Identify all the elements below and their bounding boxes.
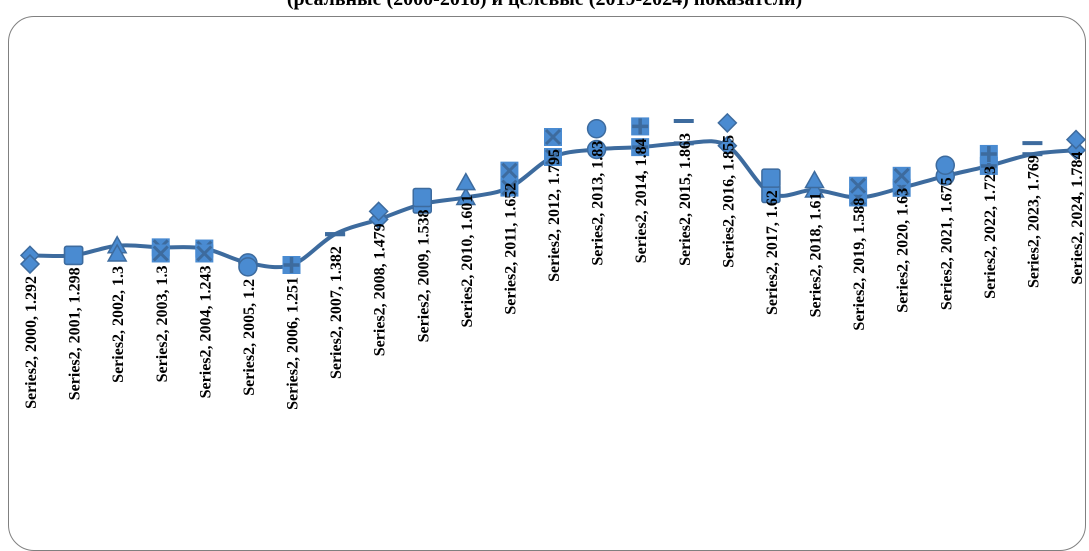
series-2-point-2022 <box>979 144 998 163</box>
data-label-2001: Series2, 2001, 1.298 <box>67 267 84 400</box>
series-2-point-2020 <box>892 166 911 185</box>
series-1-point-2013 <box>586 139 607 160</box>
series-2-point-2021 <box>935 155 955 175</box>
series-2-point-2005 <box>238 257 258 277</box>
data-label-2000: Series2, 2000, 1.292 <box>23 276 40 409</box>
series-1-point-2010 <box>455 186 477 206</box>
series-2-point-2017 <box>761 168 781 188</box>
data-label-2023: Series2, 2023, 1.769 <box>1025 155 1042 288</box>
series-1-point-2011 <box>500 178 519 197</box>
data-label-2016: Series2, 2016, 1.855 <box>720 135 737 268</box>
series-2-point-2009 <box>412 187 432 208</box>
data-label-2002: Series2, 2002, 1.3 <box>110 266 127 383</box>
series-1-point-2024 <box>1065 140 1087 161</box>
series-2 <box>19 112 1087 277</box>
series-2-point-2012 <box>544 128 562 146</box>
data-label-2005: Series2, 2005, 1.2 <box>241 279 258 396</box>
series-1-point-2018 <box>804 179 825 198</box>
series-2-point-2015 <box>673 119 694 123</box>
series-2-point-2004 <box>195 244 214 263</box>
data-labels: Series2, 2000, 1.292 Series2, 2001, 1.298… <box>23 133 1086 410</box>
data-label-2006: Series2, 2006, 1.251 <box>285 277 302 410</box>
series-2-point-2014 <box>631 117 650 136</box>
chart-title: (реальные (2000-2018) и целевые (2019-20… <box>0 0 1089 11</box>
series-1-point-2023 <box>1022 152 1043 157</box>
series-2-point-2016 <box>717 112 738 133</box>
data-label-2012: Series2, 2012, 1.795 <box>546 149 563 282</box>
line-chart: Series2, 2000, 1.292 Series2, 2001, 1.298… <box>19 112 1087 410</box>
data-label-2011: Series2, 2011, 1.652 <box>502 183 519 315</box>
data-label-2004: Series2, 2004, 1.243 <box>197 265 214 398</box>
data-label-2019: Series2, 2019, 1.588 <box>851 198 868 331</box>
series-2-point-2002 <box>106 243 128 262</box>
series-2-point-2001 <box>63 245 84 266</box>
series-2-point-2003 <box>151 244 170 263</box>
series-2-point-2024 <box>1065 129 1087 150</box>
data-label-2020: Series2, 2020, 1.63 <box>895 188 912 313</box>
series-2-point-2010 <box>455 172 477 191</box>
series-2-point-2013 <box>586 119 607 139</box>
data-label-2022: Series2, 2022, 1.723 <box>982 166 999 299</box>
data-label-2015: Series2, 2015, 1.863 <box>677 133 694 266</box>
data-label-2018: Series2, 2018, 1.61 <box>808 193 825 318</box>
data-label-2024: Series2, 2024, 1.784 <box>1069 152 1086 285</box>
series-2-point-2011 <box>500 161 519 180</box>
series-2-point-2008 <box>368 201 389 222</box>
data-label-2013: Series2, 2013, 1.83 <box>590 141 607 266</box>
series-2-point-2018 <box>804 169 825 189</box>
series-2-point-2000 <box>19 253 41 275</box>
series-2-point-2019 <box>849 176 868 195</box>
series-2-point-2007 <box>325 232 346 237</box>
data-label-2021: Series2, 2021, 1.675 <box>938 177 955 310</box>
data-label-2009: Series2, 2009, 1.538 <box>415 209 432 342</box>
series-2-point-2006 <box>282 256 301 274</box>
data-label-2008: Series2, 2008, 1.479 <box>372 223 389 356</box>
series-1-point-2014 <box>631 138 650 157</box>
data-label-2003: Series2, 2003, 1.3 <box>154 265 171 382</box>
data-label-2007: Series2, 2007, 1.382 <box>328 246 345 379</box>
series-1-point-2015 <box>673 141 694 146</box>
data-label-2010: Series2, 2010, 1.601 <box>459 195 476 328</box>
series-1-point-2016 <box>717 135 738 156</box>
series-2-point-2023 <box>1022 141 1043 146</box>
data-label-2017: Series2, 2017, 1.62 <box>764 190 781 315</box>
series-1-point-2012 <box>544 148 562 166</box>
data-label-2014: Series2, 2014, 1.84 <box>633 138 650 263</box>
